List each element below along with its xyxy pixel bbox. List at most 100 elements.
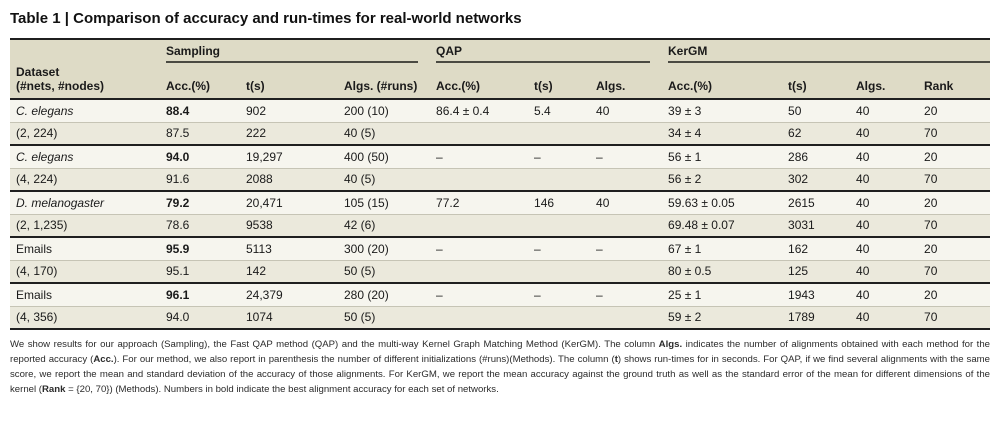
table-row: C. elegans 94.0 19,297 400 (50) – – –56 ± 1 286… [10, 144, 991, 168]
table-cell: 40 [590, 98, 663, 122]
table-cell: 20 [918, 236, 991, 260]
table-cell [590, 167, 663, 191]
table-cell: Emails [10, 282, 160, 306]
dataset-header-line1: Dataset [16, 65, 60, 79]
table-cell: 5.4 [528, 98, 591, 122]
table-cell: 40 [850, 121, 919, 145]
dataset-header-line2: (#nets, #nodes) [16, 79, 105, 93]
table-cell: 2615 [782, 190, 851, 214]
table-cell: – [528, 282, 591, 306]
table-cell: 77.2 [430, 190, 529, 214]
column-header: Acc.(%) [160, 63, 240, 100]
table-cell [590, 259, 663, 283]
table-cell: 302 [782, 167, 851, 191]
table-cell: 20,471 [240, 190, 338, 214]
table-cell: 222 [240, 121, 338, 145]
footnote-segment: indicates the number of alignments obtai… [10, 339, 990, 365]
table-cell: 86.4 ± 0.4 [430, 98, 529, 122]
table-cell: 300 (20) [338, 236, 431, 260]
table-cell: 50 (5) [338, 259, 431, 283]
table-cell: 146 [528, 190, 591, 214]
table-cell: 39 ± 3 [662, 98, 783, 122]
table-cell: (4, 356) [10, 305, 160, 330]
group-header-kergm: KerGM [662, 38, 991, 63]
table-cell: – [528, 144, 591, 168]
table-cell: 2088 [240, 167, 338, 191]
table-cell: 1074 [240, 305, 338, 330]
table-cell: 59.63 ± 0.05 [662, 190, 783, 214]
table-cell: 40 [850, 190, 919, 214]
table-cell: 95.1 [160, 259, 240, 283]
table-cell: 94.0 [160, 144, 240, 168]
table-cell [528, 305, 591, 330]
table-cell: 200 (10) [338, 98, 431, 122]
table-cell: 56 ± 2 [662, 167, 783, 191]
table-cell: 142 [240, 259, 338, 283]
table-cell: 20 [918, 144, 991, 168]
footnote-bold-segment: Rank [42, 384, 66, 395]
footnote-segment: We show results for our approach (Sampli… [10, 339, 659, 350]
table-cell: 40 [850, 167, 919, 191]
table-cell: C. elegans [10, 98, 160, 122]
table-cell: 70 [918, 305, 991, 330]
table-cell [430, 213, 529, 237]
table-cell: 25 ± 1 [662, 282, 783, 306]
table-cell: 42 (6) [338, 213, 431, 237]
table-cell: – [590, 236, 663, 260]
column-header: Algs. (#runs) [338, 63, 431, 100]
table-row: (4, 356) 94.0 1074 50 (5) 59 ± 2 1789 40 70 [10, 305, 991, 330]
table-cell: (2, 224) [10, 121, 160, 145]
table-cell: 1789 [782, 305, 851, 330]
table-cell: – [528, 236, 591, 260]
table-cell: 70 [918, 121, 991, 145]
footnote-bold-segment: t [614, 354, 618, 365]
table-row: D. melanogaster 79.2 20,471 105 (15) 77.2 146… [10, 190, 991, 214]
table-cell: 286 [782, 144, 851, 168]
table-cell: 34 ± 4 [662, 121, 783, 145]
table-cell: 94.0 [160, 305, 240, 330]
table-cell: 125 [782, 259, 851, 283]
table-cell: 40 [850, 305, 919, 330]
column-header-dataset: Dataset (#nets, #nodes) [10, 63, 160, 100]
footnote-segment: ). For our method, we also report in par… [113, 354, 615, 365]
table-cell: – [590, 282, 663, 306]
table-header: Sampling QAP KerGM Dataset (#nets, #node… [10, 38, 991, 100]
table-title: Table 1 | Comparison of accuracy and run… [10, 10, 522, 27]
table-cell: 105 (15) [338, 190, 431, 214]
table-cell: 1943 [782, 282, 851, 306]
table-cell: – [430, 282, 529, 306]
table-cell: 40 [850, 144, 919, 168]
footnote-bold-segment: Algs. [658, 339, 683, 350]
footnote: We show results for our approach (Sampli… [10, 337, 990, 397]
table-cell: C. elegans [10, 144, 160, 168]
table-cell [430, 305, 529, 330]
table-cell [590, 121, 663, 145]
table-cell: 902 [240, 98, 338, 122]
table-cell: 96.1 [160, 282, 240, 306]
table-cell: 50 (5) [338, 305, 431, 330]
table-cell: 20 [918, 190, 991, 214]
table-cell: 20 [918, 98, 991, 122]
table-cell: 88.4 [160, 98, 240, 122]
table-cell: 40 [590, 190, 663, 214]
table-cell: 9538 [240, 213, 338, 237]
group-label: QAP [436, 41, 651, 63]
results-table: Sampling QAP KerGM Dataset (#nets, #node… [10, 38, 991, 330]
table-cell [528, 121, 591, 145]
table-cell [590, 213, 663, 237]
group-header-spacer [10, 38, 160, 63]
footnote-segment: = {20, 70}) (Methods). Numbers in bold i… [65, 384, 499, 395]
table-cell [430, 121, 529, 145]
table-cell [430, 259, 529, 283]
table-cell: 70 [918, 213, 991, 237]
table-cell: D. melanogaster [10, 190, 160, 214]
table-cell: 80 ± 0.5 [662, 259, 783, 283]
group-header-qap: QAP [430, 38, 663, 63]
table-row: (4, 170) 95.1 142 50 (5) 80 ± 0.5 125 40 70 [10, 259, 991, 283]
table-row: Emails 95.9 5113 300 (20) – – –67 ± 1 162 40 20 [10, 236, 991, 260]
table-cell: 56 ± 1 [662, 144, 783, 168]
table-row: Emails 96.1 24,379 280 (20) – – –25 ± 1 1943 40 2… [10, 282, 991, 306]
table-cell: – [430, 144, 529, 168]
column-header: t(s) [240, 63, 338, 100]
table-cell: 280 (20) [338, 282, 431, 306]
